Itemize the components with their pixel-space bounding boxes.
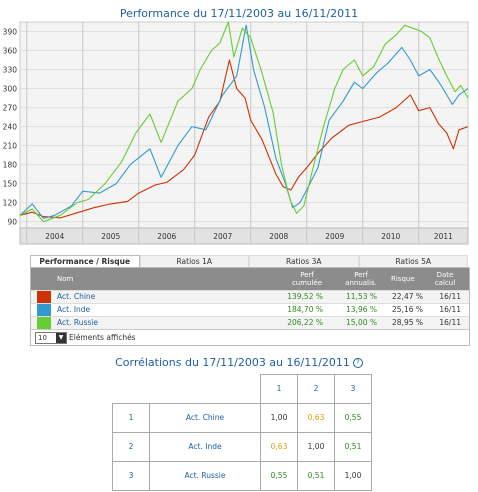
chart-title: Performance du 17/11/2003 au 16/11/2011 bbox=[119, 7, 359, 20]
row-name[interactable]: Act. Inde bbox=[57, 305, 91, 314]
y-tick-label: 240 bbox=[3, 123, 18, 132]
corr-row: 3 Act. Russie 0,55 0,51 1,00 bbox=[112, 460, 372, 491]
corr-value: 0,63 bbox=[297, 402, 335, 433]
corr-value: 0,63 bbox=[260, 431, 298, 462]
series-line-3 bbox=[19, 21, 469, 223]
performance-chart: 90 120 150 180 210 240 270 300 330 360 390 2004 2005… bbox=[3, 21, 469, 245]
series-line-1 bbox=[19, 59, 469, 219]
table-row: Act. Inde 184,70 % 13,96 % 25,16 % 16/11 bbox=[31, 303, 469, 316]
table-row: Act. Chine 139,52 % 11,53 % 22,47 % 16/11 bbox=[31, 290, 469, 303]
row-date: 16/11 bbox=[439, 292, 461, 301]
corr-row-name[interactable]: Act. Russie bbox=[149, 460, 261, 491]
correlations-title-text: Corrélations du 17/11/2003 au 16/11/2011 bbox=[115, 356, 350, 369]
corr-col-1: 1 bbox=[260, 374, 298, 404]
table-header: Nom Perf cumulée Perf annualis. Risque D… bbox=[31, 268, 469, 290]
tab-ratios-3a[interactable]: Ratios 3A bbox=[249, 255, 359, 267]
corr-value: 1,00 bbox=[334, 460, 372, 491]
series-color-swatch bbox=[37, 291, 51, 303]
x-tick-label: 2010 bbox=[381, 232, 400, 241]
corr-row-name[interactable]: Act. Inde bbox=[149, 431, 261, 462]
y-tick-label: 300 bbox=[3, 85, 18, 94]
y-tick-label: 390 bbox=[3, 28, 18, 37]
corr-col-3: 3 bbox=[334, 374, 372, 404]
corr-value: 0,55 bbox=[334, 402, 372, 433]
header-risque[interactable]: Risque bbox=[391, 275, 415, 283]
table-footer: 10 ▼ Eléments affichés bbox=[31, 329, 469, 345]
header-nom: Nom bbox=[57, 275, 74, 283]
row-date: 16/11 bbox=[439, 305, 461, 314]
page-size-select[interactable]: 10 ▼ bbox=[35, 332, 67, 344]
page-size-value: 10 bbox=[38, 334, 47, 342]
corr-row: 2 Act. Inde 0,63 1,00 0,51 bbox=[112, 431, 372, 462]
correlations-title: Corrélations du 17/11/2003 au 16/11/2011… bbox=[0, 356, 478, 369]
corr-row-num: 3 bbox=[112, 460, 150, 491]
y-tick-label: 180 bbox=[3, 161, 18, 170]
row-risque: 28,95 % bbox=[392, 318, 423, 327]
x-axis-band bbox=[19, 227, 469, 245]
tab-bar: Performance / Risque Ratios 1A Ratios 3A… bbox=[30, 255, 468, 267]
correlation-table: 1 2 3 1 Act. Chine 1,00 0,63 0,55 2 Act. Inde 0… bbox=[112, 374, 372, 491]
corr-row-num: 2 bbox=[112, 431, 150, 462]
tab-performance-risque[interactable]: Performance / Risque bbox=[30, 255, 140, 267]
y-tick-label: 150 bbox=[3, 180, 18, 189]
row-perf-cumulee: 206,22 % bbox=[287, 318, 323, 327]
series-color-swatch bbox=[37, 317, 51, 329]
y-tick-label: 330 bbox=[3, 66, 18, 75]
row-perf-annualisee: 11,53 % bbox=[346, 292, 377, 301]
x-tick-label: 2004 bbox=[45, 232, 64, 241]
series-line-2 bbox=[19, 24, 469, 220]
performance-table: Nom Perf cumulée Perf annualis. Risque D… bbox=[30, 267, 470, 346]
row-name[interactable]: Act. Russie bbox=[57, 318, 98, 327]
corr-col-2: 2 bbox=[297, 374, 335, 404]
x-tick-label: 2008 bbox=[269, 232, 288, 241]
header-date-calcul[interactable]: Date calcul bbox=[434, 271, 456, 287]
tab-ratios-1a[interactable]: Ratios 1A bbox=[139, 255, 249, 267]
x-tick-label: 2009 bbox=[325, 232, 344, 241]
y-tick-label: 210 bbox=[3, 142, 18, 151]
header-perf-annualisee[interactable]: Perf annualis. bbox=[345, 271, 377, 287]
table-row: Act. Russie 206,22 % 15,00 % 28,95 % 16/11 bbox=[31, 316, 469, 329]
chevron-down-icon[interactable]: ▼ bbox=[56, 333, 66, 343]
y-tick-label: 360 bbox=[3, 47, 18, 56]
row-risque: 25,16 % bbox=[392, 305, 423, 314]
x-tick-label: 2007 bbox=[213, 232, 232, 241]
corr-value: 0,55 bbox=[260, 460, 298, 491]
row-perf-cumulee: 139,52 % bbox=[287, 292, 323, 301]
x-tick-label: 2006 bbox=[157, 232, 176, 241]
corr-row-num: 1 bbox=[112, 402, 150, 433]
corr-value: 0,51 bbox=[334, 431, 372, 462]
page-size-label: Eléments affichés bbox=[69, 333, 136, 342]
row-perf-annualisee: 13,96 % bbox=[346, 305, 377, 314]
y-tick-label: 90 bbox=[7, 218, 17, 227]
corr-row: 1 Act. Chine 1,00 0,63 0,55 bbox=[112, 402, 372, 433]
row-risque: 22,47 % bbox=[392, 292, 423, 301]
y-tick-label: 270 bbox=[3, 104, 18, 113]
row-name[interactable]: Act. Chine bbox=[57, 292, 96, 301]
x-tick-label: 2011 bbox=[434, 232, 453, 241]
y-tick-label: 120 bbox=[3, 199, 18, 208]
tab-ratios-5a[interactable]: Ratios 5A bbox=[358, 255, 468, 267]
corr-value: 0,51 bbox=[297, 460, 335, 491]
plot-area bbox=[19, 21, 469, 229]
row-perf-annualisee: 15,00 % bbox=[346, 318, 377, 327]
x-tick-label: 2005 bbox=[101, 232, 120, 241]
help-icon[interactable]: ? bbox=[352, 358, 363, 368]
header-perf-cumulee[interactable]: Perf cumulée bbox=[291, 271, 323, 287]
row-date: 16/11 bbox=[439, 318, 461, 327]
corr-row-name[interactable]: Act. Chine bbox=[149, 402, 261, 433]
row-perf-cumulee: 184,70 % bbox=[287, 305, 323, 314]
corr-value: 1,00 bbox=[260, 402, 298, 433]
series-color-swatch bbox=[37, 304, 51, 316]
corr-value: 1,00 bbox=[297, 431, 335, 462]
